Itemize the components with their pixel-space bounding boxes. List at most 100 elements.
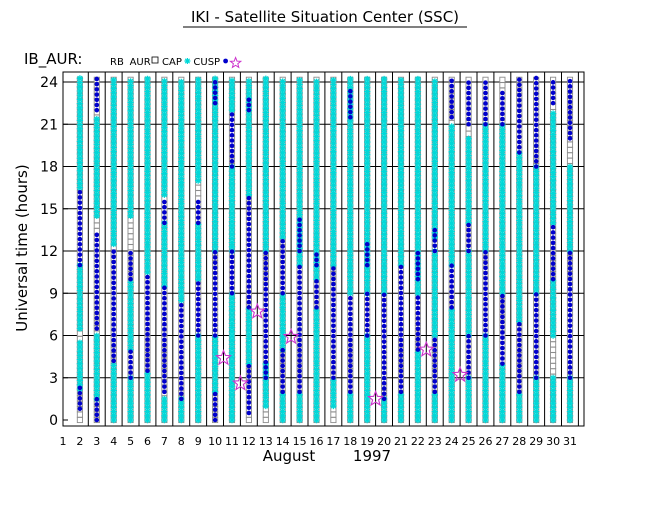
cusp-point (398, 316, 404, 322)
cap-point (431, 183, 438, 190)
cap-point (380, 218, 388, 226)
cap-point (76, 369, 84, 376)
cusp-point (348, 311, 353, 317)
cap-point (330, 253, 337, 260)
cap-point (195, 225, 202, 232)
cap-point (144, 226, 151, 234)
cusp-point (364, 302, 370, 307)
cap-point (549, 211, 557, 218)
cap-point (364, 400, 371, 407)
cap-point (245, 141, 253, 148)
cap-point (330, 144, 337, 151)
cap-point (414, 193, 422, 200)
x-tick-label: 16 (310, 435, 324, 448)
cap-point (245, 99, 253, 106)
cusp-point (263, 365, 269, 370)
cap-point (313, 362, 320, 369)
cap-point (161, 149, 168, 156)
cap-point (76, 100, 84, 107)
cap-segment (482, 121, 489, 255)
cap-point (262, 243, 269, 250)
cap-point (245, 347, 253, 355)
cap-point (178, 412, 185, 419)
cap-point (178, 158, 185, 165)
cap-point (211, 121, 219, 129)
cap-point (499, 227, 506, 234)
cap-point (161, 253, 168, 261)
cap-point (482, 151, 489, 158)
cusp-point (517, 389, 522, 395)
cusp-point (348, 373, 353, 379)
cusp-point (483, 317, 488, 323)
cap-point (313, 374, 320, 382)
cusp-point (533, 339, 539, 344)
cusp-point (179, 370, 184, 376)
cusp-point (348, 353, 353, 358)
cap-point (330, 224, 337, 231)
cap-point (482, 349, 489, 356)
cap-point (93, 370, 100, 377)
cap-point (549, 387, 557, 394)
cap-point (279, 120, 286, 127)
cusp-point (500, 298, 505, 304)
cusp-point (381, 391, 387, 396)
cap-point (127, 329, 134, 336)
cusp-point (314, 294, 319, 300)
cusp-point (483, 250, 488, 255)
cap-point (414, 362, 422, 369)
cap-point (127, 404, 134, 411)
cap-point (178, 99, 185, 107)
cap-point (211, 355, 219, 362)
cusp-point (500, 111, 505, 117)
cap-point (414, 155, 422, 163)
cap-point (313, 86, 320, 94)
cap-point (279, 137, 286, 144)
cap-point (127, 103, 134, 110)
cap-point (347, 239, 354, 247)
cap-point (144, 105, 151, 112)
cap-point (144, 374, 151, 382)
cap-point (144, 416, 151, 424)
cap-point (533, 395, 540, 403)
aur-point (566, 152, 574, 159)
cap-point (279, 233, 286, 241)
cap-point (347, 243, 354, 251)
cap-point (144, 168, 151, 175)
cap-point (178, 297, 185, 304)
cap-point (499, 273, 506, 280)
cap-point (76, 108, 84, 116)
cap-point (364, 214, 371, 221)
cap-point (465, 211, 472, 218)
cusp-point (533, 127, 539, 133)
cap-point (533, 189, 540, 196)
cap-point (245, 314, 253, 321)
cap-point (414, 138, 422, 146)
cap-point (211, 350, 219, 358)
cap-point (448, 341, 455, 348)
cusp-point (533, 117, 539, 122)
cap-point (195, 84, 202, 92)
cusp-point (77, 401, 83, 406)
cusp-point (348, 389, 353, 395)
cap-point (414, 281, 422, 289)
cap-point (465, 148, 472, 155)
cusp-point (533, 349, 539, 355)
cap-point (448, 240, 455, 248)
cusp-point (364, 296, 370, 302)
cusp-point (111, 254, 116, 260)
cap-point (110, 110, 117, 117)
cusp-segment (246, 195, 252, 310)
cusp-point (229, 148, 235, 154)
cap-point (211, 235, 219, 242)
cap-point (414, 176, 422, 184)
cusp-point (331, 266, 336, 271)
cap-point (414, 185, 422, 192)
cap-point (380, 201, 388, 209)
cap-point (245, 136, 253, 144)
cap-point (245, 86, 253, 93)
cusp-point (145, 337, 150, 342)
star-marker (214, 348, 233, 366)
cusp-point (364, 291, 370, 297)
cap-point (245, 183, 253, 190)
cusp-point (246, 201, 252, 206)
